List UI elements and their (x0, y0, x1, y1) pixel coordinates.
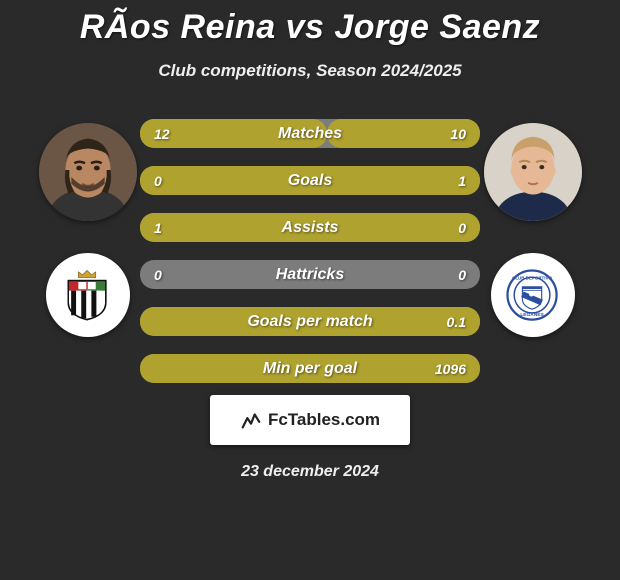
stat-label: Goals per match (247, 313, 372, 331)
player-left-avatar (39, 123, 137, 221)
stat-bar: 1 Assists 0 (140, 213, 480, 242)
left-column (35, 119, 140, 337)
stat-value-right: 0 (458, 220, 466, 236)
stat-label: Hattricks (276, 266, 344, 284)
stat-bar: Min per goal 1096 (140, 354, 480, 383)
stat-bar: Goals per match 0.1 (140, 307, 480, 336)
stat-value-left: 12 (154, 126, 170, 142)
stat-bar: 0 Hattricks 0 (140, 260, 480, 289)
stats-bars: 12 Matches 10 0 Goals 1 1 Assists 0 0 Hattricks 0 Go… (140, 119, 480, 383)
stat-label: Assists (282, 219, 339, 237)
stat-value-left: 1 (154, 220, 162, 236)
subtitle: Club competitions, Season 2024/2025 (158, 61, 461, 81)
stat-label: Goals (288, 172, 332, 190)
stat-value-right: 0 (458, 267, 466, 283)
stat-value-right: 1096 (435, 361, 466, 377)
stat-value-right: 10 (450, 126, 466, 142)
brand-logo-icon (240, 409, 262, 431)
stat-value-left: 0 (154, 267, 162, 283)
stat-label: Min per goal (263, 360, 357, 378)
club-left-crest (46, 253, 130, 337)
footer-date: 23 december 2024 (241, 463, 379, 481)
page-title: RÃ­os Reina vs Jorge Saenz (80, 8, 540, 47)
brand-badge: FcTables.com (210, 395, 410, 445)
club-right-crest: CLUB DEPORTIVO LEGANÉS (491, 253, 575, 337)
right-column: CLUB DEPORTIVO LEGANÉS (480, 119, 585, 337)
player-right-avatar (484, 123, 582, 221)
stat-value-right: 1 (458, 173, 466, 189)
stat-bar: 0 Goals 1 (140, 166, 480, 195)
svg-text:CLUB DEPORTIVO: CLUB DEPORTIVO (513, 275, 553, 280)
stat-value-left: 0 (154, 173, 162, 189)
stat-label: Matches (278, 125, 342, 143)
comparison-card: RÃ­os Reina vs Jorge Saenz Club competit… (0, 0, 620, 580)
brand-text: FcTables.com (268, 410, 380, 430)
stat-bar: 12 Matches 10 (140, 119, 480, 148)
stat-value-right: 0.1 (447, 314, 466, 330)
content-row: 12 Matches 10 0 Goals 1 1 Assists 0 0 Hattricks 0 Go… (0, 119, 620, 383)
